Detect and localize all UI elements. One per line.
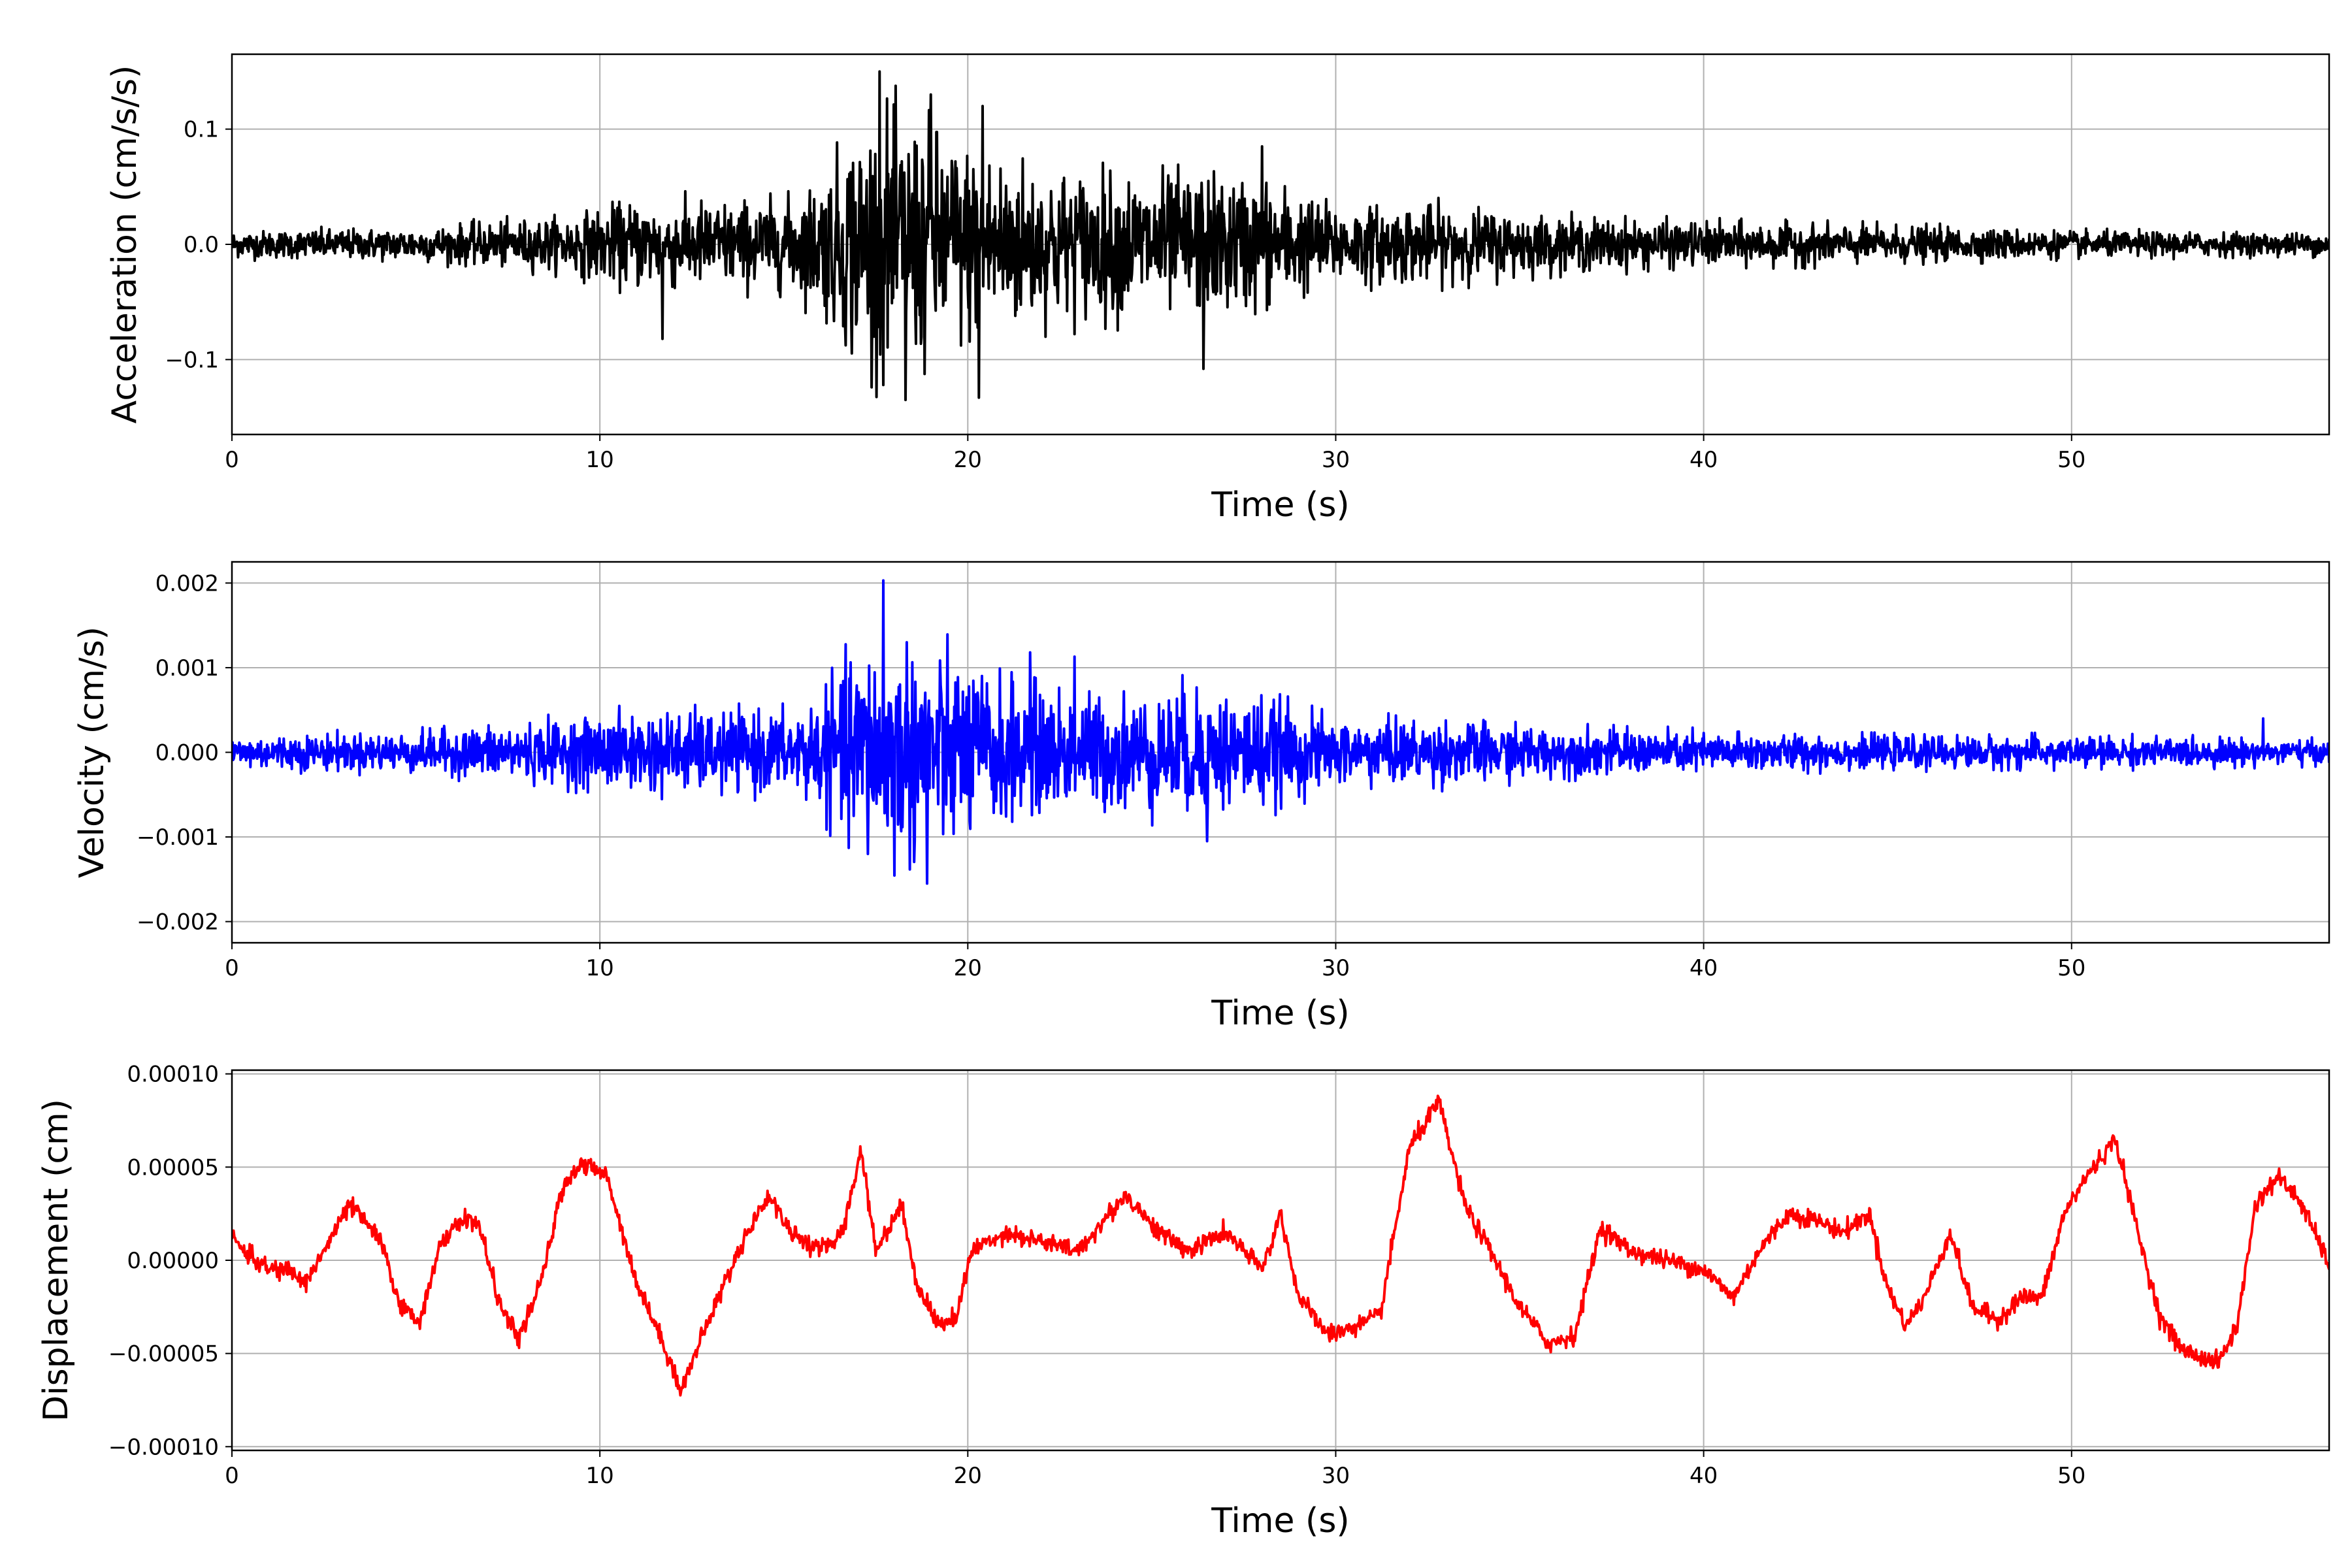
x-tick-label: 0 <box>225 1463 239 1489</box>
y-tick-label: −0.00010 <box>108 1434 219 1460</box>
x-tick-label: 30 <box>1322 1463 1350 1489</box>
y-tick-label: 0.001 <box>155 655 219 681</box>
y-tick-label: 0.0 <box>184 232 219 258</box>
x-tick-label: 10 <box>586 955 614 981</box>
panel-displacement: 0 10 20 30 40 50 −0.00010 −0.00005 0.00000 0.0000… <box>37 1062 2330 1541</box>
y-tick-label: −0.1 <box>165 347 219 373</box>
x-tick-label: 20 <box>954 955 982 981</box>
y-tick-label: 0.002 <box>155 570 219 596</box>
series-line <box>232 70 2329 402</box>
panel-acceleration: 0 10 20 30 40 50 −0.1 0.0 0.1 Time (s) Accelerat… <box>105 53 2330 525</box>
series-line <box>232 1094 2329 1397</box>
x-axis-label-velocity: Time (s) <box>1211 994 1349 1033</box>
x-tick-label: 50 <box>2057 447 2085 473</box>
y-tick-label: 0.00010 <box>127 1062 219 1088</box>
y-tick-label: 0.00000 <box>127 1248 219 1274</box>
x-tick-label: 0 <box>225 955 239 981</box>
y-tick-label: 0.000 <box>155 740 219 766</box>
x-tick-label: 40 <box>1690 1463 1718 1489</box>
ticks-acceleration: 0 10 20 30 40 50 −0.1 0.0 0.1 <box>165 117 2085 473</box>
x-tick-label: 40 <box>1690 447 1718 473</box>
x-tick-label: 10 <box>586 447 614 473</box>
x-tick-label: 30 <box>1322 447 1350 473</box>
x-tick-label: 50 <box>2057 1463 2085 1489</box>
y-axis-label-displacement: Displacement (cm) <box>37 1099 76 1422</box>
x-tick-label: 0 <box>225 447 239 473</box>
y-tick-label: 0.1 <box>184 117 219 143</box>
y-axis-label-acceleration: Acceleration (cm/s/s) <box>105 65 144 424</box>
series-displacement <box>232 1094 2329 1397</box>
series-velocity <box>232 579 2329 885</box>
x-axis-label-acceleration: Time (s) <box>1211 485 1349 525</box>
series-acceleration <box>232 70 2329 402</box>
x-tick-label: 20 <box>954 1463 982 1489</box>
y-tick-label: −0.001 <box>137 825 219 851</box>
x-tick-label: 10 <box>586 1463 614 1489</box>
ticks-velocity: 0 10 20 30 40 50 −0.002 −0.001 0.000 0.001 0.002 <box>137 570 2085 981</box>
y-tick-label: −0.00005 <box>108 1341 219 1367</box>
panel-velocity: 0 10 20 30 40 50 −0.002 −0.001 0.000 0.001 0.002 T… <box>73 561 2330 1033</box>
series-line <box>232 579 2329 885</box>
y-tick-label: 0.00005 <box>127 1154 219 1181</box>
x-tick-label: 20 <box>954 447 982 473</box>
y-axis-label-velocity: Velocity (cm/s) <box>73 627 112 878</box>
x-axis-label-displacement: Time (s) <box>1211 1501 1349 1541</box>
x-tick-label: 50 <box>2057 955 2085 981</box>
x-tick-label: 40 <box>1690 955 1718 981</box>
y-tick-label: −0.002 <box>137 909 219 936</box>
x-tick-label: 30 <box>1322 955 1350 981</box>
ticks-displacement: 0 10 20 30 40 50 −0.00010 −0.00005 0.00000 0.0000… <box>108 1062 2086 1489</box>
